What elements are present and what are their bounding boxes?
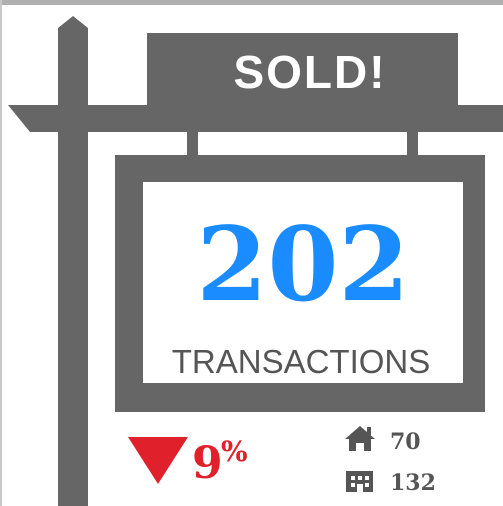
change-symbol: %	[221, 435, 248, 468]
sold-widget: SOLD! 202 TRANSACTIONS 9 % 70 132	[0, 0, 503, 506]
post	[58, 16, 88, 506]
building-icon	[346, 471, 373, 492]
top-border	[0, 0, 503, 5]
left-border	[0, 0, 2, 506]
house-count: 70	[390, 429, 421, 455]
hanger	[187, 132, 198, 156]
transaction-count: 202	[197, 205, 410, 325]
header-text: SOLD!	[233, 46, 386, 98]
change-value: 9	[192, 438, 223, 489]
building-count: 132	[390, 470, 436, 496]
crossbar	[8, 105, 503, 132]
count-label: TRANSACTIONS	[172, 343, 431, 380]
hanger	[407, 132, 418, 156]
